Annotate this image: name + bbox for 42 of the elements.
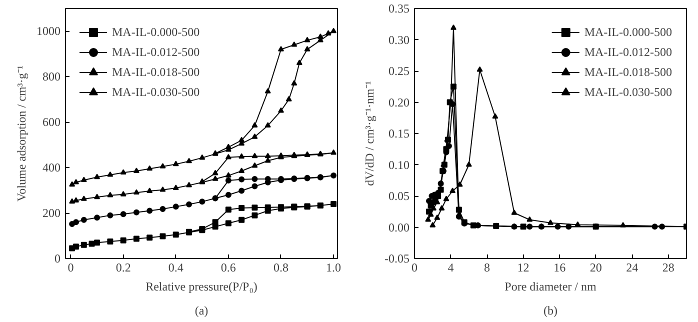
y-tick-label: 0.00	[388, 220, 410, 234]
text: (b)	[544, 304, 558, 318]
legend-label: MA-IL-0.018-500	[112, 64, 200, 80]
y-tick-label: 0.05	[388, 189, 410, 203]
y-axis-title: Volume adsorption / cm³·g⁻¹	[14, 65, 28, 202]
y-tick-label: 200	[42, 206, 60, 220]
x-tick-label: 24	[626, 260, 638, 274]
x-tick-label: 4	[448, 260, 454, 274]
y-tick-label: 600	[42, 115, 60, 130]
x-axis-title: Relative pressure(P/P₀)	[146, 280, 258, 294]
x-tick-label: 20	[590, 260, 602, 274]
y-tick-label: 1000	[36, 24, 60, 38]
x-tick-label: 0	[68, 260, 74, 274]
x-tick-label: 0.2	[116, 260, 131, 274]
y-tick-label: 0.30	[388, 32, 410, 47]
y-tick-label: 800	[42, 70, 60, 84]
y-tick-label: 0.20	[388, 95, 410, 110]
legend-label: MA-IL-0.030-500	[112, 84, 200, 100]
legend-label: MA-IL-0.018-500	[584, 64, 672, 80]
legend-label: MA-IL-0.030-500	[584, 84, 672, 100]
x-axis-title: Pore diameter / nm	[504, 280, 597, 294]
y-tick-label: -0.05	[384, 252, 410, 266]
text: (a)	[194, 304, 208, 318]
x-tick-label: 0.6	[220, 260, 236, 274]
y-tick-label: 400	[42, 160, 60, 175]
legend-label: MA-IL-0.012-500	[584, 44, 672, 60]
x-tick-label: 1.0	[326, 260, 342, 274]
x-tick-label: 16	[554, 260, 566, 274]
legend-label: MA-IL-0.000-500	[112, 24, 200, 40]
x-tick-label: 8	[484, 260, 490, 274]
legend-label: MA-IL-0.012-500	[112, 44, 200, 60]
x-tick-label: 0.4	[168, 260, 184, 274]
y-tick-label: 0	[54, 252, 60, 266]
y-tick-label: 0.10	[388, 158, 410, 172]
x-tick-label: 12	[517, 260, 530, 274]
y-tick-label: 0.15	[388, 126, 410, 140]
y-tick-label: 0.35	[388, 2, 410, 16]
legend-label: MA-IL-0.000-500	[584, 24, 672, 40]
y-axis-title: dV/dD / cm³·g⁻¹·nm⁻¹	[362, 80, 377, 186]
y-tick-label: 0.25	[388, 64, 410, 78]
x-tick-label: 0.8	[274, 260, 288, 274]
x-tick-label: 28	[662, 260, 674, 274]
